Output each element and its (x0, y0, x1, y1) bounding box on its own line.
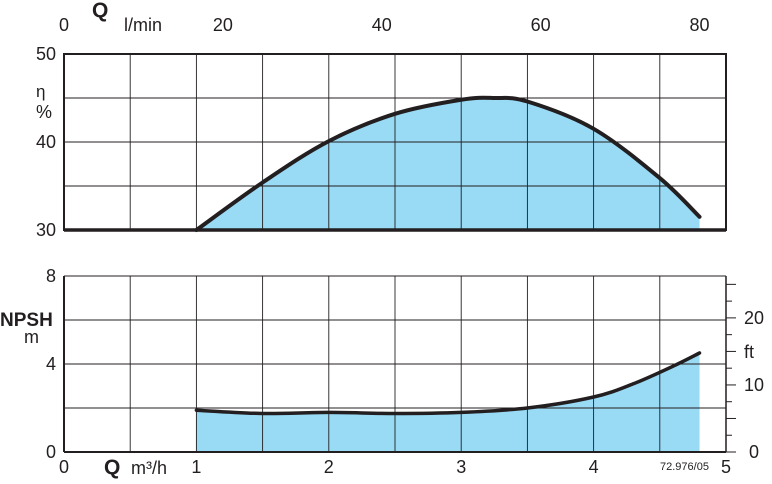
top-axis-ticks: 0 20 40 60 80 (59, 15, 710, 35)
top-axis-tick-label: 80 (690, 15, 710, 35)
top-axis-label: Q (92, 0, 108, 22)
npsh-y-tick-label: 4 (46, 354, 56, 374)
top-axis-tick-label: 0 (59, 15, 69, 35)
npsh-x-ticks: 0 1 2 3 4 5 (59, 457, 731, 477)
bottom-axis-tick-label: 2 (324, 457, 334, 477)
npsh-y-ticks: 0 4 8 (46, 266, 56, 462)
npsh-y-tick-label: 8 (46, 266, 56, 286)
bottom-axis-tick-label: 4 (589, 457, 599, 477)
efficiency-yunit: % (36, 102, 52, 122)
right-ft-ticks: 0 10 20 (726, 283, 764, 462)
bottom-axis-tick-label: 1 (191, 457, 201, 477)
efficiency-grid (64, 54, 726, 230)
npsh-yunit: m (24, 327, 39, 347)
right-axis-unit: ft (744, 342, 754, 362)
npsh-grid (64, 275, 726, 452)
efficiency-y-tick-label: 50 (36, 44, 56, 64)
right-axis-tick-label: 10 (744, 375, 764, 395)
bottom-axis-tick-label: 0 (59, 457, 69, 477)
right-axis-tick-label: 20 (744, 308, 764, 328)
efficiency-y-ticks: 30 40 50 (36, 44, 56, 240)
npsh-ylabel: NPSH (0, 310, 53, 331)
top-axis-tick-label: 20 (213, 15, 233, 35)
efficiency-ylabel: η (36, 82, 45, 101)
bottom-axis-unit: m³/h (131, 458, 167, 478)
bottom-axis-tick-label: 3 (456, 457, 466, 477)
npsh-area (196, 353, 700, 452)
bottom-axis-label: Q (104, 456, 120, 479)
top-axis-tick-label: 60 (531, 15, 551, 35)
efficiency-area (196, 97, 700, 230)
right-axis-tick-label: 0 (749, 442, 759, 462)
efficiency-curve (194, 95, 702, 232)
top-axis-tick-label: 40 (372, 15, 392, 35)
figure-code: 72.976/05 (660, 461, 709, 473)
npsh-curve (194, 351, 702, 416)
bottom-axis-tick-label: 5 (721, 457, 731, 477)
npsh-panel: 0 4 8 0 1 2 3 4 5 0 10 20 (46, 266, 764, 477)
npsh-y-tick-label: 0 (46, 442, 56, 462)
efficiency-y-tick-label: 40 (36, 132, 56, 152)
efficiency-y-tick-label: 30 (36, 220, 56, 240)
top-axis-unit: l/min (124, 15, 162, 35)
efficiency-panel: 30 40 50 0 20 40 60 80 (36, 15, 727, 240)
